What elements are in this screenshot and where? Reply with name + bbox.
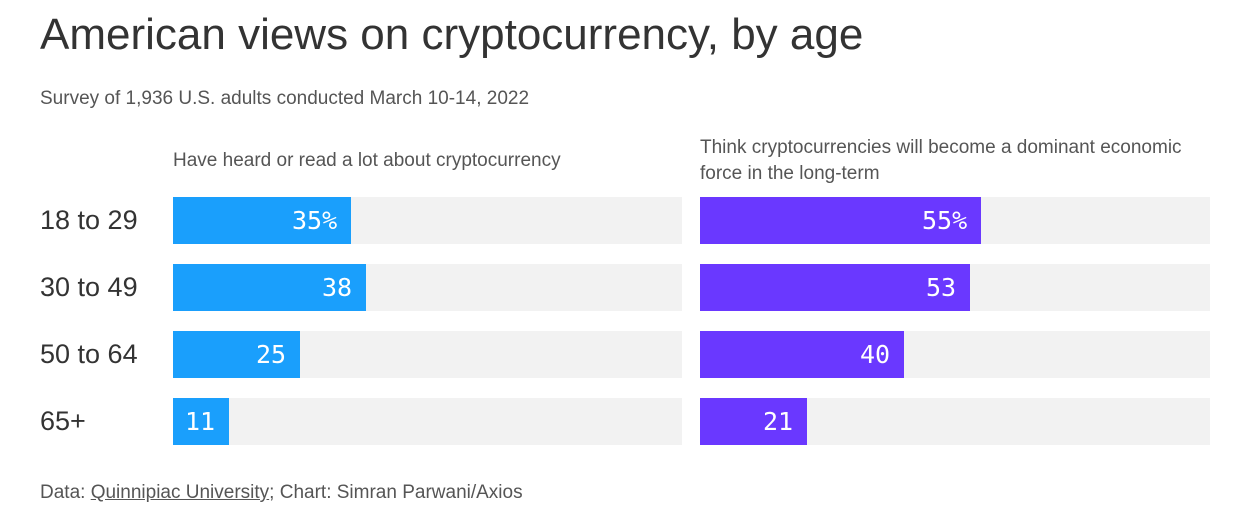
- value-label: 40: [860, 340, 891, 369]
- footer-credit: ; Chart: Simran Parwani/Axios: [269, 482, 523, 503]
- source-link[interactable]: Quinnipiac University: [90, 482, 270, 503]
- bar-track: 40: [700, 331, 1210, 378]
- bar-track: 21: [700, 398, 1210, 445]
- row-label: 18 to 29: [40, 205, 138, 235]
- panel-header-dominant-force: Think cryptocurrencies will become a dom…: [700, 137, 1182, 184]
- bar-track: 55%: [700, 197, 1210, 244]
- value-label: 53: [926, 273, 957, 302]
- bar-track: 35%: [173, 197, 682, 244]
- bar-dominant-force: [700, 264, 970, 311]
- bar-dominant-force: [700, 331, 904, 378]
- footer-data-prefix: Data:: [40, 482, 91, 503]
- value-label: 11: [185, 407, 216, 436]
- chart-footer: Data: Quinnipiac University; Chart: Simr…: [40, 482, 523, 504]
- bar-heard: [173, 398, 229, 445]
- panel-header-heard: Have heard or read a lot about cryptocur…: [173, 150, 561, 171]
- row-label: 65+: [40, 406, 86, 436]
- value-label: 21: [763, 407, 794, 436]
- bar-track: 25: [173, 331, 682, 378]
- row-label: 50 to 64: [40, 339, 138, 369]
- value-label: 38: [322, 273, 353, 302]
- row-label: 30 to 49: [40, 272, 138, 302]
- bar-heard: [173, 264, 366, 311]
- bar-dominant-force: [700, 197, 981, 244]
- bar-heard: [173, 197, 351, 244]
- value-label: 35%: [292, 206, 338, 235]
- chart-subtitle: Survey of 1,936 U.S. adults conducted Ma…: [40, 88, 530, 109]
- bar-track: 53: [700, 264, 1210, 311]
- bar-dominant-force: [700, 398, 807, 445]
- chart-title: American views on cryptocurrency, by age: [40, 10, 864, 59]
- value-label: 55%: [922, 206, 968, 235]
- bar-track: 38: [173, 264, 682, 311]
- bar-track: 11: [173, 398, 682, 445]
- bar-heard: [173, 331, 300, 378]
- value-label: 25: [256, 340, 287, 369]
